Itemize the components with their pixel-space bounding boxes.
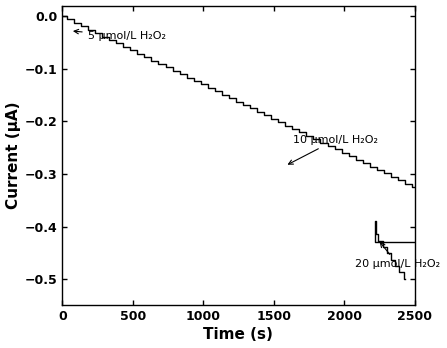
Text: 10 μmol/L H₂O₂: 10 μmol/L H₂O₂ xyxy=(288,135,378,164)
Y-axis label: Current (μA): Current (μA) xyxy=(5,102,21,209)
X-axis label: Time (s): Time (s) xyxy=(203,327,274,342)
Text: 5 μmol/L H₂O₂: 5 μmol/L H₂O₂ xyxy=(74,29,166,41)
Text: 20 μmol/L H₂O₂: 20 μmol/L H₂O₂ xyxy=(355,243,440,269)
